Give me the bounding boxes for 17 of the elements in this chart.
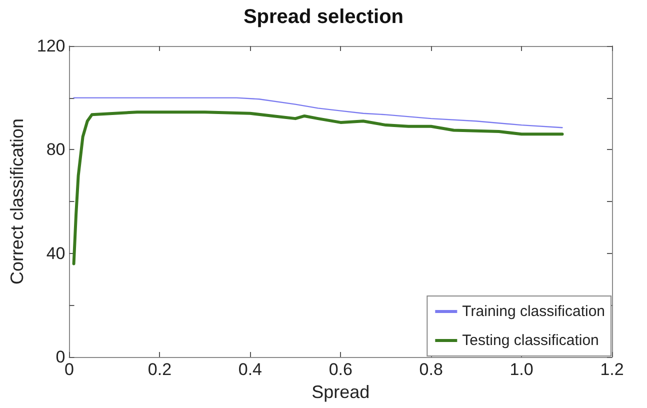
line-series xyxy=(72,110,564,266)
line-series xyxy=(73,97,563,128)
y-tick-label: 120 xyxy=(36,36,66,56)
x-tick-label: 0.6 xyxy=(328,360,352,379)
y-tick-label: 0 xyxy=(56,348,66,366)
y-tick-label: 40 xyxy=(46,244,66,263)
legend-label: Testing classification xyxy=(462,332,599,349)
x-axis-title: Spread xyxy=(312,382,370,402)
x-tick-label: 0.2 xyxy=(148,360,172,379)
legend-label: Training classification xyxy=(462,303,606,320)
chart-title: Spread selection xyxy=(243,6,404,28)
x-tick-label: 0.8 xyxy=(419,360,443,379)
x-tick-label: 1.0 xyxy=(510,360,534,379)
x-tick-label: 0.4 xyxy=(238,360,262,379)
y-axis-title: Correct classification xyxy=(7,118,27,285)
x-tick-label: 1.2 xyxy=(600,360,624,379)
y-tick-label: 80 xyxy=(46,140,66,160)
